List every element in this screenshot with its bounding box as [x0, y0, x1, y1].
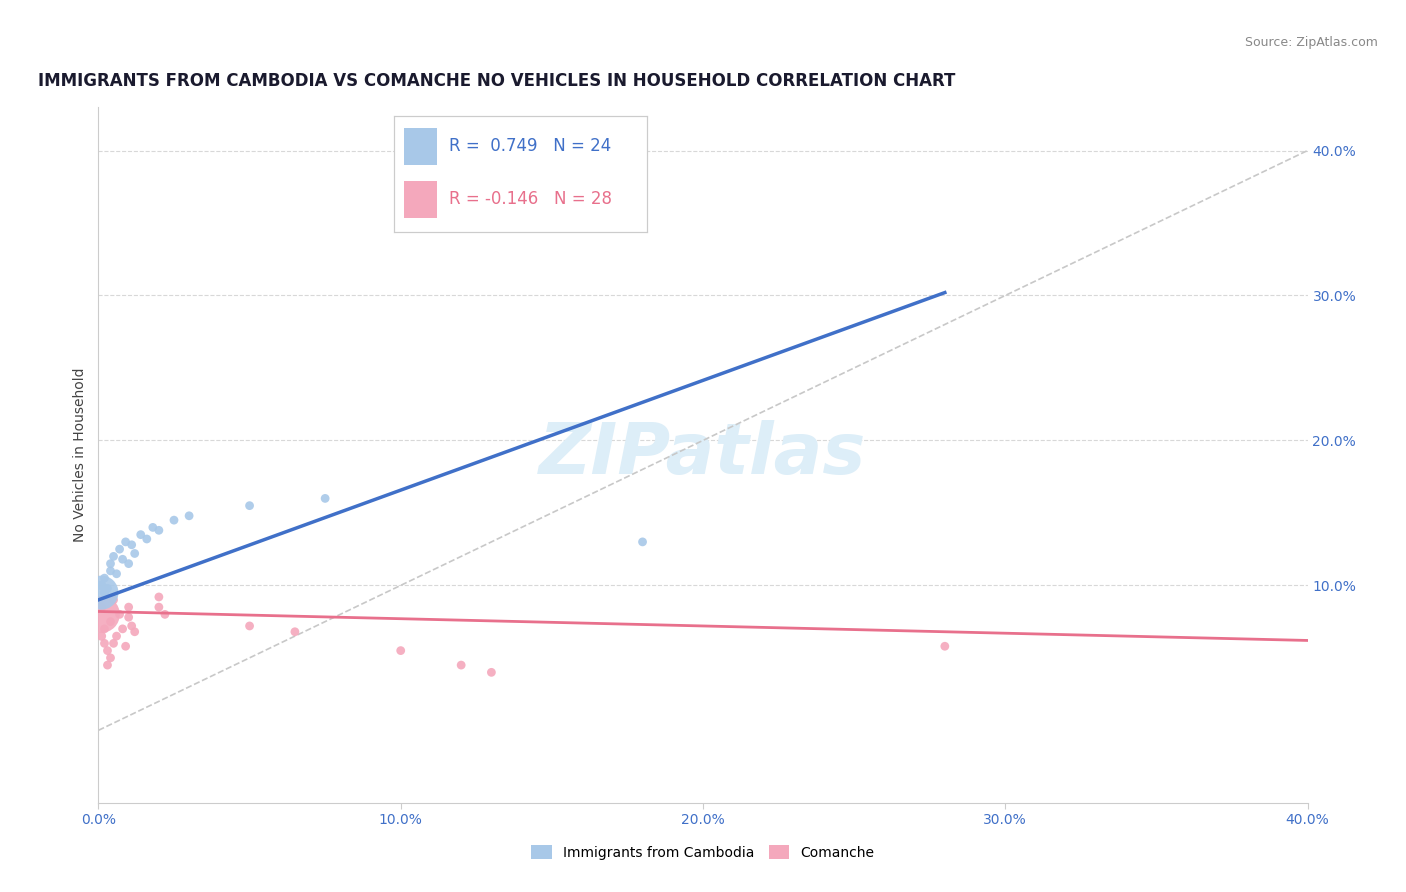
Point	[93, 622, 115, 636]
Point	[96, 643, 118, 657]
Point	[121, 619, 143, 633]
Point	[100, 651, 122, 665]
Point	[239, 499, 262, 513]
Point	[118, 600, 141, 615]
Point	[118, 610, 141, 624]
Point	[111, 622, 134, 636]
Point	[93, 585, 115, 599]
Point	[153, 607, 176, 622]
Point	[90, 578, 112, 592]
Point	[108, 607, 131, 622]
Point	[118, 557, 141, 571]
Point	[114, 534, 136, 549]
Point	[100, 615, 122, 629]
Text: IMMIGRANTS FROM CAMBODIA VS COMANCHE NO VEHICLES IN HOUSEHOLD CORRELATION CHART: IMMIGRANTS FROM CAMBODIA VS COMANCHE NO …	[38, 72, 955, 90]
Point	[96, 658, 118, 673]
Y-axis label: No Vehicles in Household: No Vehicles in Household	[73, 368, 87, 542]
FancyBboxPatch shape	[404, 181, 437, 218]
Point	[103, 592, 125, 607]
Point	[142, 520, 165, 534]
FancyBboxPatch shape	[404, 128, 437, 165]
Point	[90, 629, 112, 643]
Point	[179, 508, 201, 523]
Text: ZIPatlas: ZIPatlas	[540, 420, 866, 490]
Point	[100, 557, 122, 571]
Point	[90, 600, 112, 615]
Point	[934, 639, 956, 653]
Point	[631, 534, 654, 549]
Point	[93, 571, 115, 585]
Point	[96, 582, 118, 596]
Point	[93, 636, 115, 650]
Point	[105, 566, 128, 581]
Point	[90, 585, 112, 599]
Point	[103, 636, 125, 650]
Point	[100, 564, 122, 578]
Text: R =  0.749   N = 24: R = 0.749 N = 24	[450, 137, 612, 155]
Point	[239, 619, 262, 633]
Point	[105, 629, 128, 643]
Point	[121, 538, 143, 552]
Point	[314, 491, 336, 506]
Point	[389, 643, 412, 657]
Point	[103, 549, 125, 564]
Point	[148, 600, 170, 615]
Point	[124, 624, 146, 639]
Point	[135, 532, 157, 546]
Point	[108, 542, 131, 557]
Point	[284, 624, 307, 639]
Point	[129, 527, 152, 541]
Legend: Immigrants from Cambodia, Comanche: Immigrants from Cambodia, Comanche	[526, 839, 880, 865]
Text: Source: ZipAtlas.com: Source: ZipAtlas.com	[1244, 36, 1378, 49]
Point	[90, 607, 112, 622]
Point	[111, 552, 134, 566]
Point	[148, 523, 170, 537]
Point	[481, 665, 503, 680]
Point	[124, 546, 146, 561]
Point	[114, 639, 136, 653]
Point	[163, 513, 186, 527]
Text: R = -0.146   N = 28: R = -0.146 N = 28	[450, 191, 613, 209]
Point	[450, 658, 472, 673]
Point	[148, 590, 170, 604]
